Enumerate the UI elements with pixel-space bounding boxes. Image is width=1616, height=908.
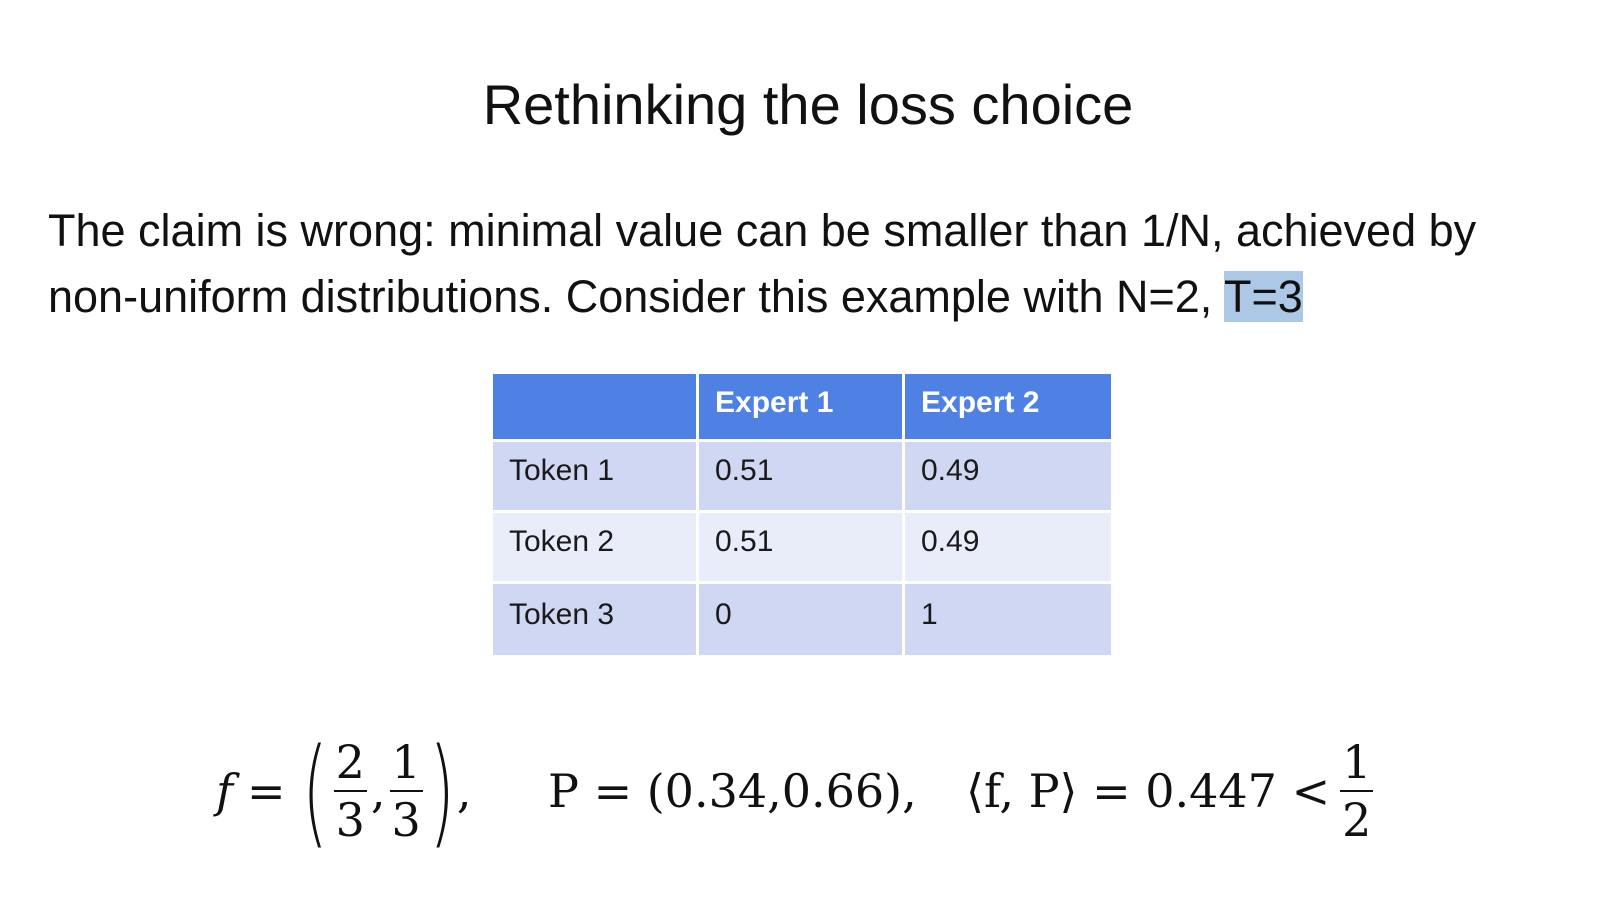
table-cell: 0.49 xyxy=(905,513,1111,584)
fraction-denominator: 3 xyxy=(391,793,421,847)
table-header-row: Expert 1 Expert 2 xyxy=(493,374,1111,442)
fraction-one-half: 1 2 xyxy=(1340,735,1374,847)
table-row: Token 1 0.51 0.49 xyxy=(493,442,1111,513)
fraction-denominator: 2 xyxy=(1342,793,1372,847)
body-paragraph: The claim is wrong: minimal value can be… xyxy=(48,198,1608,330)
table-cell: 0 xyxy=(699,584,905,655)
table-row: Token 2 0.51 0.49 xyxy=(493,513,1111,584)
left-paren: ( xyxy=(301,722,328,860)
formula-p: P = (0.34,0.66), xyxy=(548,724,917,858)
right-paren: ) xyxy=(429,722,455,860)
formula-f-lhs: f xyxy=(216,764,234,818)
table-cell: 0.51 xyxy=(699,442,905,513)
formula-inner-product: ⟨f, P⟩ = 0.447 < 1 2 xyxy=(966,724,1377,858)
slide-title: Rethinking the loss choice xyxy=(482,73,1134,136)
table-cell: 1 xyxy=(905,584,1111,655)
fraction-denominator: 3 xyxy=(335,793,365,847)
formula-f-separator: , xyxy=(370,764,386,818)
formula-p-text: P = (0.34,0.66), xyxy=(548,764,917,818)
body-line-1: The claim is wrong: minimal value can be… xyxy=(48,205,1477,256)
fraction-numerator: 2 xyxy=(335,735,365,789)
formula-f: f = ( 2 3 , 1 3 ) , xyxy=(216,724,471,858)
table-header-expert-2: Expert 2 xyxy=(905,374,1111,442)
row-label: Token 1 xyxy=(493,442,699,513)
table-cell: 0.49 xyxy=(905,442,1111,513)
formula-inner-lhs: ⟨f, P⟩ = 0.447 < xyxy=(966,764,1331,818)
fraction-numerator: 1 xyxy=(1342,735,1372,789)
body-line-2-text: non-uniform distributions. Consider this… xyxy=(48,271,1224,322)
table-header-empty xyxy=(493,374,699,442)
table-header-expert-1: Expert 1 xyxy=(699,374,905,442)
table-row: Token 3 0 1 xyxy=(493,584,1111,655)
fraction-numerator: 1 xyxy=(391,735,421,789)
row-label: Token 3 xyxy=(493,584,699,655)
fraction-one-third: 1 3 xyxy=(389,735,423,847)
row-label: Token 2 xyxy=(493,513,699,584)
formula-f-equals: = xyxy=(247,764,286,818)
fraction-two-thirds: 2 3 xyxy=(333,735,367,847)
table-cell: 0.51 xyxy=(699,513,905,584)
body-line-2: non-uniform distributions. Consider this… xyxy=(48,264,1608,330)
highlighted-text: T=3 xyxy=(1223,271,1303,322)
expert-token-table: Expert 1 Expert 2 Token 1 0.51 0.49 Toke… xyxy=(493,374,1111,655)
formula-f-trailing-comma: , xyxy=(456,764,472,818)
